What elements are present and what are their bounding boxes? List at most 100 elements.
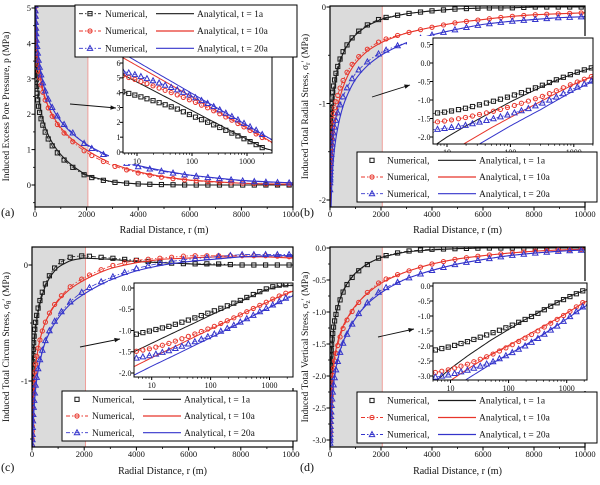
inset-plot: 10 100 1000 0.0 -0.5 -1.0 -1.5 -2.0 [108,281,296,390]
y-tick-label: -1.5 [313,339,326,349]
inset-y-tick-label: -1.5 [418,327,431,336]
y-tick-label: 4 [27,38,32,48]
y-tick-label: 0 [24,260,28,270]
inset-y-tick-label: -0.5 [119,305,132,314]
inset-y-tick-label: -2.0 [119,369,132,378]
legend-numerical-label: Numerical, [387,414,429,424]
analytical-line-1a [330,6,585,207]
inset-y-tick-label: 0.0 [122,284,132,293]
legend-analytical-label: Analytical, t = 1a [479,157,546,167]
inset-series [134,283,293,376]
legend-numerical-label: Numerical, [92,412,134,422]
legend-numerical-label: Numerical, [105,45,147,55]
y-tick-label: -2.5 [313,403,326,413]
x-tick-label: 6000 [475,449,492,459]
legend-numerical-label: Numerical, [105,27,147,37]
legend: Numerical, Analytical, t = 1a Numerical, An… [74,4,298,58]
inset-x-tick-label: 10 [133,157,141,166]
inset-y-tick-label: 6 [117,59,121,68]
analytical-line-10a [330,12,585,207]
y-axis-label: Induced Total Vertical Stress, σz′ (MPa) [300,272,312,423]
inset-y-tick-label: 2 [117,118,121,127]
legend-analytical-label: Analytical, t = 1a [197,10,264,20]
panel-radial-stress: 02000400060008000100000-1-21010010000.50… [300,0,600,243]
inset-pointer-arrow [371,84,411,98]
y-axis-label: Induced Excess Pore Pressure, p (MPa) [1,32,12,182]
inset-numerical-markers-1a [433,65,593,117]
inset-numerical-dashline-1a [134,284,293,336]
inset-analytical-line-20a [464,304,587,380]
inset-analytical-line-20a [134,295,293,376]
inset-y-tick-label: -0.5 [418,297,431,306]
inset-numerical-markers-20a [134,294,290,361]
inset-numerical-dashline-1a [433,289,587,351]
analytical-line-20a [330,249,585,447]
x-tick-label: 0 [328,209,332,219]
panel-letter: (a) [1,205,14,219]
chart-d: 0 2000 4000 6000 8000 10000 0.0 -0.5 -1.0 -1.5 -2.… [300,243,598,477]
inset-series [433,65,593,144]
x-tick-label: 6000 [475,209,492,219]
y-axis-label: Induced Total Circum Stress, σθ′ (MPa) [1,272,13,422]
legend-analytical-label: Analytical, t = 20a [479,431,551,441]
legend-numerical-label: Numerical, [387,397,429,407]
x-tick-label: 0 [30,449,34,459]
x-tick-label: 0 [328,449,332,459]
inset-numerical-dashline-1a [433,67,593,114]
legend-analytical-label: Analytical, t = 10a [184,412,256,422]
y-tick-label: -1 [21,376,28,386]
legend-analytical-label: Analytical, t = 10a [197,27,269,37]
inset-x-tick-label: 100 [503,384,515,393]
x-tick-label: 6000 [181,209,198,219]
legend-numerical-label: Numerical, [105,10,147,20]
x-tick-label: 10000 [282,449,300,459]
x-tick-label: 0 [33,209,37,219]
inset-x-tick-label: 1000 [262,381,278,390]
inset-analytical-line-20a [478,80,593,144]
x-tick-label: 2000 [76,449,93,459]
inset-numerical-markers-10a [433,73,593,125]
inset-y-tick-label: 0.5 [421,40,431,49]
x-tick-label: 8000 [232,449,249,459]
inset-x-tick-label: 1000 [559,384,575,393]
inset-y-tick-label: -3.0 [418,372,431,381]
inset-y-tick-label: -2.0 [418,342,431,351]
y-tick-label: 0 [27,180,31,190]
x-tick-label: 2000 [78,209,95,219]
inset-y-tick-label: 0.0 [421,282,431,291]
inset-pointer-arrow [69,103,117,109]
legend-numerical-label: Numerical, [387,190,429,200]
inset-analytical-line-10a [134,290,293,368]
inset-y-tick-label: 4 [117,88,121,97]
inset-series [123,56,272,151]
inset-y-tick-label: -1.0 [418,312,431,321]
panel-vertical-stress: 0 2000 4000 6000 8000 10000 0.0 -0.5 -1.0 -1.5 -2.… [300,243,600,485]
x-axis-label: Radial Distance, r (m) [413,466,502,477]
legend-analytical-label: Analytical, t = 1a [184,396,251,406]
panel-letter: (d) [300,460,314,474]
analytical-line-20a [35,6,293,184]
inset-y-tick-label: -0.5 [418,77,431,86]
legend-analytical-label: Analytical, t = 1a [479,397,546,407]
x-axis-label: Radial Distance, r (m) [118,466,207,477]
panel-letter: (b) [300,205,314,219]
y-tick-label: -2 [319,195,326,205]
x-tick-label: 4000 [424,209,441,219]
inset-y-tick-label: 0.0 [421,59,431,68]
inset-y-tick-label: -2.5 [418,357,431,366]
inset-x-tick-label: 1000 [239,157,255,166]
x-axis-label: Radial Distance, r (m) [413,225,502,236]
x-tick-label: 8000 [526,449,543,459]
legend-numerical-label: Numerical, [387,431,429,441]
y-tick-label: 2 [27,109,31,119]
inset-analytical-line-1a [435,67,593,144]
x-tick-label: 10000 [574,449,595,459]
analytical-line-10a [35,6,293,185]
legend-analytical-label: Analytical, t = 20a [184,429,256,439]
panel-pore-pressure: 0200040006000800010000543210101001000654… [0,0,300,243]
y-axis-label: Induced Total Radial Stress, σr′ (MPa) [300,34,312,179]
y-tick-label: 0 [322,2,326,12]
